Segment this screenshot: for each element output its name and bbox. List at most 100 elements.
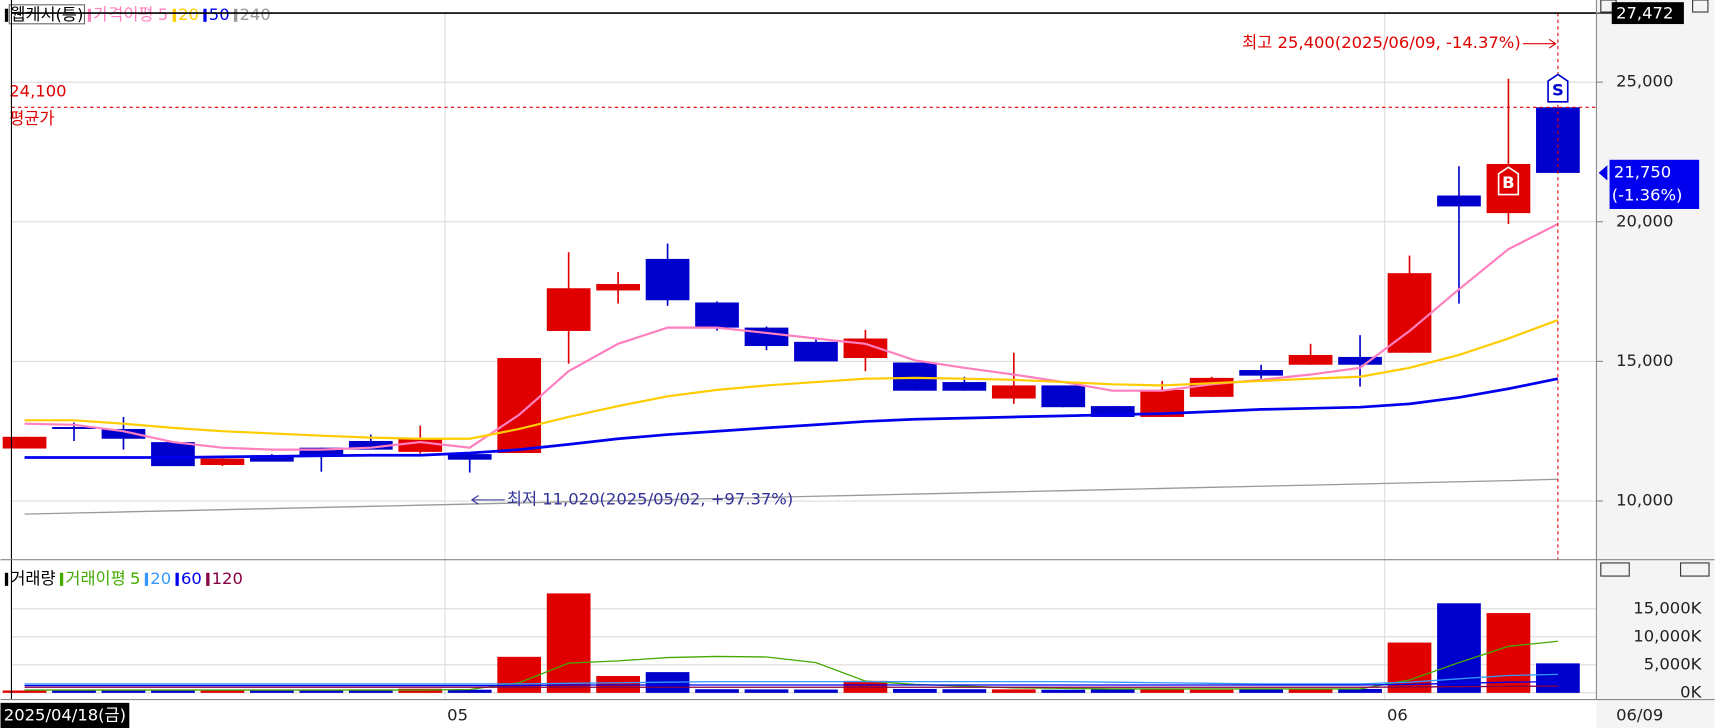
candle-body [1090,406,1135,417]
legend-swatch [4,8,9,22]
y-tick-label: 20,000 [1616,211,1673,230]
x-label-box [0,702,130,728]
candle-body [2,436,47,449]
candle-body [991,385,1036,399]
volume-ma-line [24,685,1558,688]
average-name: 평균가 [9,109,54,128]
y-tick-label: 25,000 [1616,72,1673,91]
candle-body [893,362,937,391]
volume-bar [1189,689,1234,693]
volume-ma-line [24,640,1558,691]
candle-body [299,447,344,456]
y-tick-label: 10,000 [1616,491,1673,510]
volume-bar [744,689,789,693]
candle-body [497,358,542,453]
ma-line [24,377,1559,459]
y-tick-label: 10,000K [1633,626,1702,645]
average-value: 24,100 [9,81,66,100]
candle-body [398,438,443,452]
candle-body [645,258,690,301]
axis-top-box [1611,2,1684,25]
volume-bar [1288,689,1333,693]
candle-body [596,284,640,291]
legend-swatch [203,8,207,22]
candle-body [52,427,96,429]
legend-entry: 5 [130,569,140,588]
volume-bar [398,688,443,693]
legend-entry: 50 [209,5,230,24]
candle-body [1239,370,1283,376]
volume-bar [348,689,393,693]
candle-body [250,455,294,462]
volume-bar [2,690,47,693]
ma-line [24,223,1559,451]
current-box [1609,159,1700,209]
candle-body [101,428,146,439]
volume-bar [101,690,146,693]
legend-swatch [175,572,179,586]
axis-panel [1596,0,1715,728]
current-value: 21,750 [1614,162,1671,181]
volume-bar [942,689,987,693]
x-category-label: 2025/04/18(금) [4,705,126,724]
candle-body [1288,354,1333,365]
volume-bar [1140,689,1185,693]
volume-bar [447,689,492,693]
legend-entry: 20 [178,5,199,24]
legend-title-box [8,4,86,25]
legend-swatch [4,572,9,586]
candle-body [200,458,245,465]
x-category-label: 06/09 [1616,705,1663,724]
volume-bar [200,690,245,693]
volume-bar [1387,642,1432,693]
legend-label: 가격이평 [93,5,153,24]
volume-bar [794,689,838,693]
signal-marker [1547,73,1569,103]
legend-entry: 20 [150,569,171,588]
legend-title: 거래량 [10,569,55,588]
legend-swatch [59,572,64,586]
volume-bar [52,690,96,693]
legend-swatch [144,572,149,586]
candle-body [1338,356,1382,365]
candle-body [546,288,591,331]
x-tick-label: 05 [447,705,468,724]
signal-marker [1497,166,1520,196]
volume-bar [1239,689,1283,693]
legend-entry: 120 [212,569,243,588]
y-tick-label: 15,000K [1633,598,1702,617]
y-tick-label: 0K [1680,682,1702,701]
signal-label: S [1552,80,1564,99]
x-tick-label: 06 [1387,705,1408,724]
legend-title: 웹케시(틍) [10,5,83,24]
volume-bar [546,593,591,693]
current-change: (-1.36%) [1612,185,1683,204]
volume-bar [695,689,739,693]
volume-bar [1338,688,1382,693]
current-pointer [1598,165,1608,181]
volume-bar [299,689,344,693]
volume-bar [1090,689,1135,693]
panel-icon [1680,562,1710,577]
volume-bar [893,688,937,693]
candle-body [1387,273,1432,353]
volume-ma-line [24,673,1558,685]
volume-ma-line [24,680,1558,687]
candle-body [1437,195,1481,207]
legend-label: 거래이평 [65,569,125,588]
candle-body [348,440,393,450]
ma-line [24,478,1558,515]
panel-icon [1692,0,1709,13]
candle-body [447,454,492,460]
legend-swatch [172,8,176,22]
high-annotation: 최고 25,400(2025/06/09, -14.37%) [1242,33,1521,52]
legend-swatch [87,8,92,22]
legend-entry: 60 [181,569,202,588]
candle-body [942,382,987,391]
ma-line [24,319,1559,440]
y-tick-label: 5,000K [1644,654,1703,673]
